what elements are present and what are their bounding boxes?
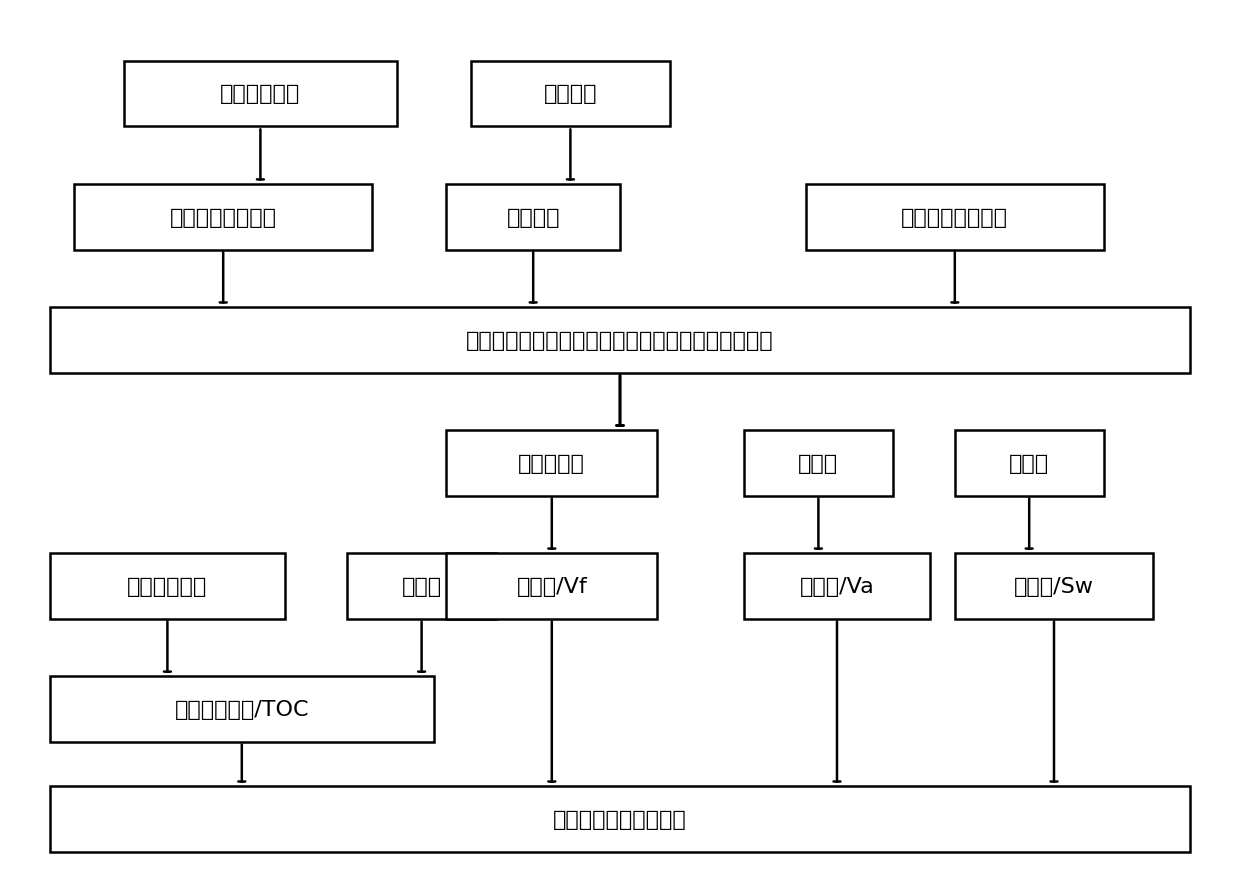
FancyBboxPatch shape [50,553,285,619]
FancyBboxPatch shape [347,553,496,619]
Text: 声波、中子、密度: 声波、中子、密度 [901,207,1008,227]
Text: 页岩地层地质甜点评价: 页岩地层地质甜点评价 [553,809,687,829]
Text: 总有机质含量/TOC: 总有机质含量/TOC [175,699,309,719]
Text: 矿物质量: 矿物质量 [506,207,560,227]
Text: 水孔隙: 水孔隙 [1009,453,1049,473]
Text: 饱和度/Sw: 饱和度/Sw [1014,576,1094,596]
FancyBboxPatch shape [50,786,1190,852]
FancyBboxPatch shape [446,553,657,619]
FancyBboxPatch shape [124,61,397,127]
FancyBboxPatch shape [744,430,893,496]
FancyBboxPatch shape [471,61,670,127]
FancyBboxPatch shape [446,184,620,250]
FancyBboxPatch shape [74,184,372,250]
FancyBboxPatch shape [955,553,1153,619]
Text: 核磁共振测井: 核磁共振测井 [221,84,300,104]
Text: 束缚水、有效孔隙: 束缚水、有效孔隙 [170,207,277,227]
FancyBboxPatch shape [446,430,657,496]
FancyBboxPatch shape [50,307,1190,373]
Text: 元素测井: 元素测井 [543,84,598,104]
FancyBboxPatch shape [50,676,434,742]
FancyBboxPatch shape [955,430,1104,496]
Text: 自由气/Va: 自由气/Va [800,576,874,596]
FancyBboxPatch shape [806,184,1104,250]
Text: 声波、电阻率: 声波、电阻率 [128,576,207,596]
Text: 气孔隙: 气孔隙 [799,453,838,473]
Text: 吸附气/Vf: 吸附气/Vf [516,576,588,596]
Text: 成熟度: 成熟度 [402,576,441,596]
Text: 干酪根体积: 干酪根体积 [518,453,585,473]
Text: 优化出矿物体积、干酪根、含气孔隙和含水孔隙含量: 优化出矿物体积、干酪根、含气孔隙和含水孔隙含量 [466,330,774,350]
FancyBboxPatch shape [744,553,930,619]
